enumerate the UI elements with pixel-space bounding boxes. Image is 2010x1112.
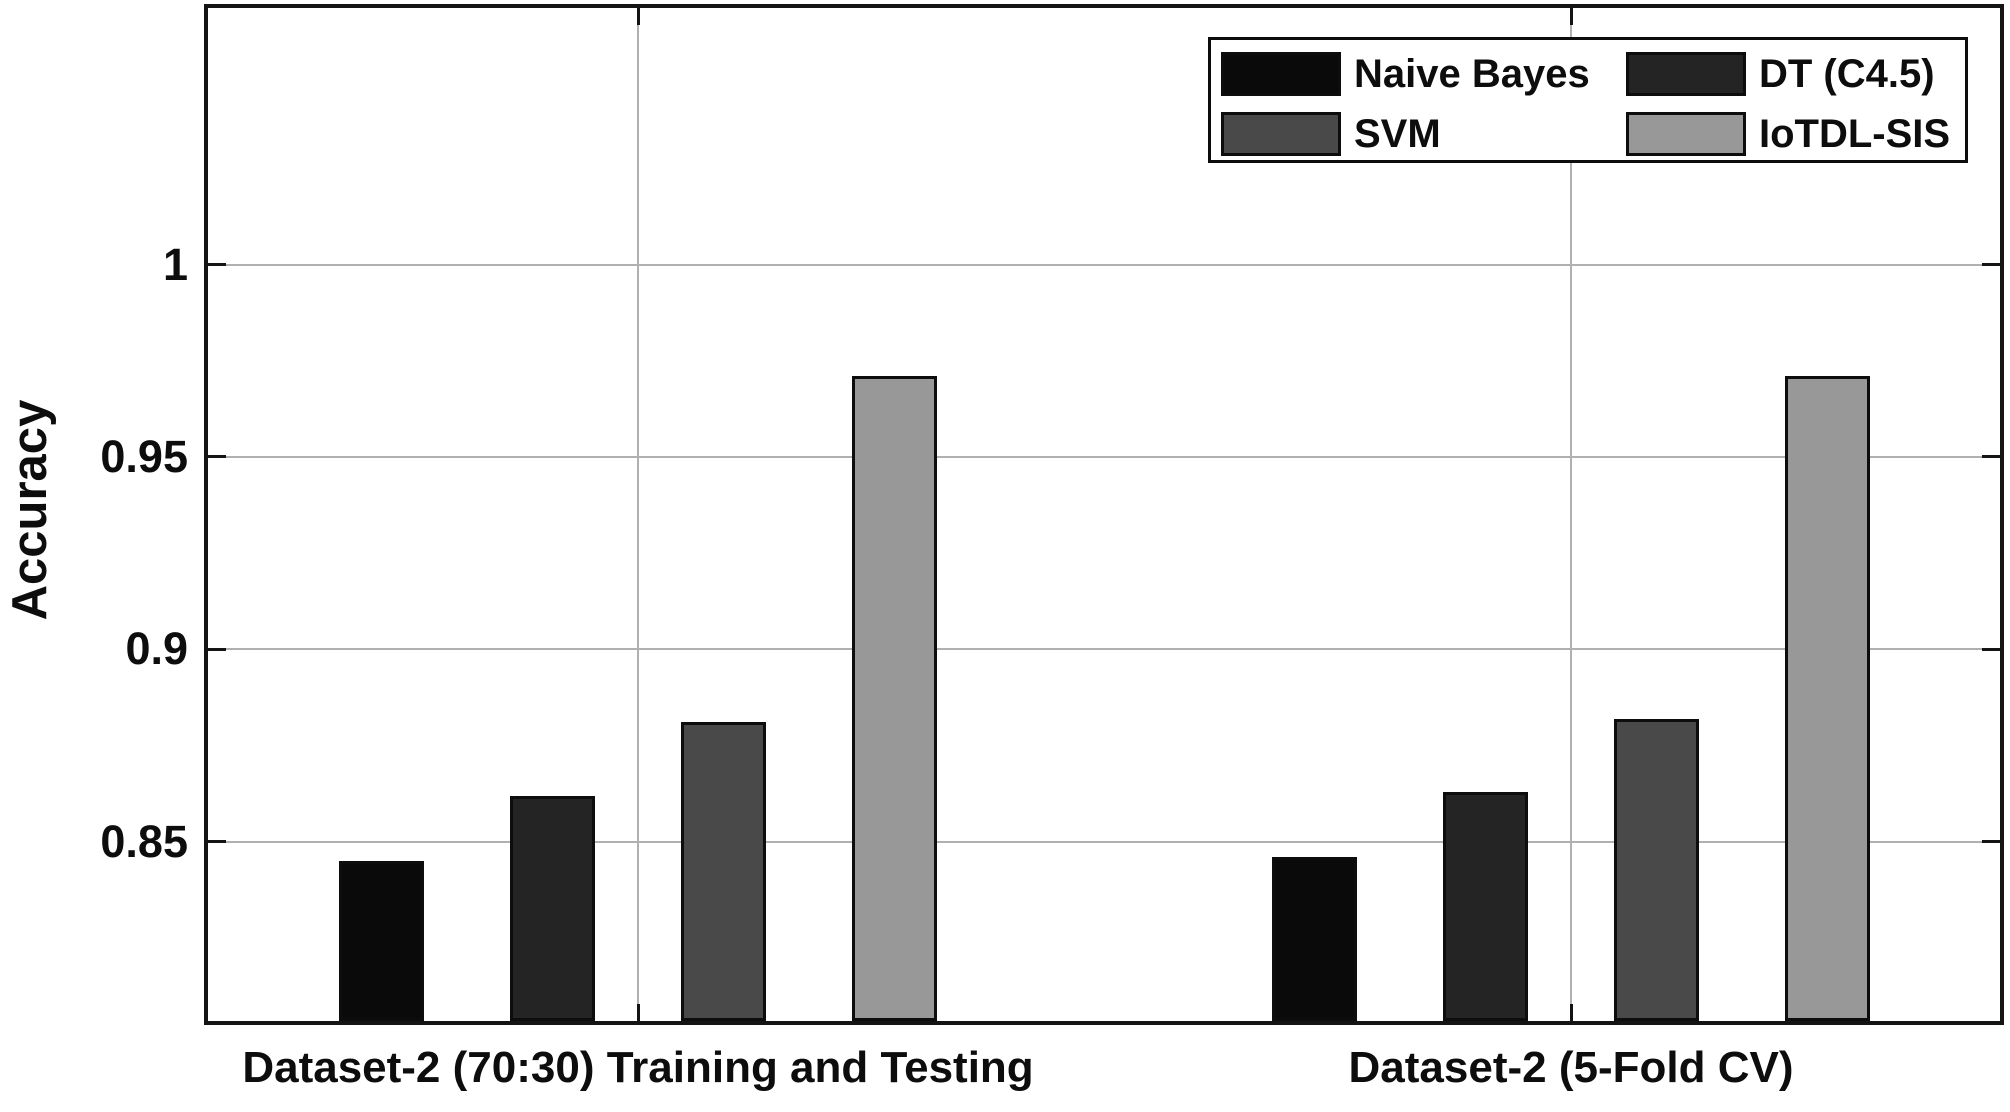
bar-naive-bayes [1272, 857, 1357, 1021]
legend-label: IoTDL-SIS [1759, 112, 1951, 156]
y-tick-right [1982, 455, 2000, 459]
v-gridline [1570, 8, 1572, 1021]
y-tick-right [1982, 263, 2000, 267]
x-tick-bottom [1569, 1004, 1573, 1021]
bar-dt-c4-5 [510, 795, 595, 1021]
y-tick-left [208, 647, 226, 651]
legend-item-iotdl-sis: IoTDL-SIS [1626, 112, 1950, 156]
legend-label: Naive Bayes [1354, 52, 1590, 96]
bar-svm [1614, 718, 1699, 1021]
legend-swatch-iotdl-sis [1626, 112, 1746, 156]
bar-dt-c4-5 [1443, 791, 1528, 1021]
y-tick-left [208, 263, 226, 267]
legend-swatch-dt-c4-5 [1626, 52, 1746, 96]
h-gridline [208, 840, 2000, 843]
legend-swatch-naive-bayes [1221, 52, 1341, 96]
legend-label: SVM [1354, 112, 1441, 156]
y-tick-label: 0.85 [100, 815, 188, 867]
x-tick-top [636, 8, 640, 25]
legend-label: DT (C4.5) [1759, 52, 1935, 96]
legend-swatch-svm [1221, 112, 1341, 156]
y-tick-label: 1 [162, 238, 188, 290]
axis-border [2000, 4, 2004, 1025]
y-tick-right [1982, 840, 2000, 844]
legend-item-dt-c4-5: DT (C4.5) [1626, 52, 1935, 96]
v-gridline [637, 8, 639, 1021]
legend-item-svm: SVM [1221, 112, 1441, 156]
y-tick-left [208, 455, 226, 459]
y-tick-left [208, 840, 226, 844]
legend-item-naive-bayes: Naive Bayes [1221, 52, 1590, 96]
axis-border [204, 4, 2004, 8]
x-tick-bottom [636, 1004, 640, 1021]
bar-svm [681, 722, 766, 1021]
y-tick-label: 0.95 [100, 430, 188, 482]
y-tick-right [1982, 647, 2000, 651]
x-category-label: Dataset-2 (70:30) Training and Testing [242, 1043, 1034, 1092]
axis-border [204, 1021, 2004, 1025]
bar-iotdl-sis [852, 376, 937, 1021]
bar-iotdl-sis [1785, 376, 1870, 1021]
x-category-label: Dataset-2 (5-Fold CV) [1348, 1043, 1794, 1092]
h-gridline [208, 263, 2000, 266]
h-gridline [208, 455, 2000, 458]
x-tick-top [1569, 8, 1573, 25]
h-gridline [208, 648, 2000, 651]
bar-naive-bayes [339, 860, 424, 1021]
axis-border [204, 4, 208, 1025]
legend: Naive Bayes DT (C4.5) SVM IoTDL-SIS [1208, 37, 1968, 163]
y-tick-label: 0.9 [125, 623, 188, 675]
